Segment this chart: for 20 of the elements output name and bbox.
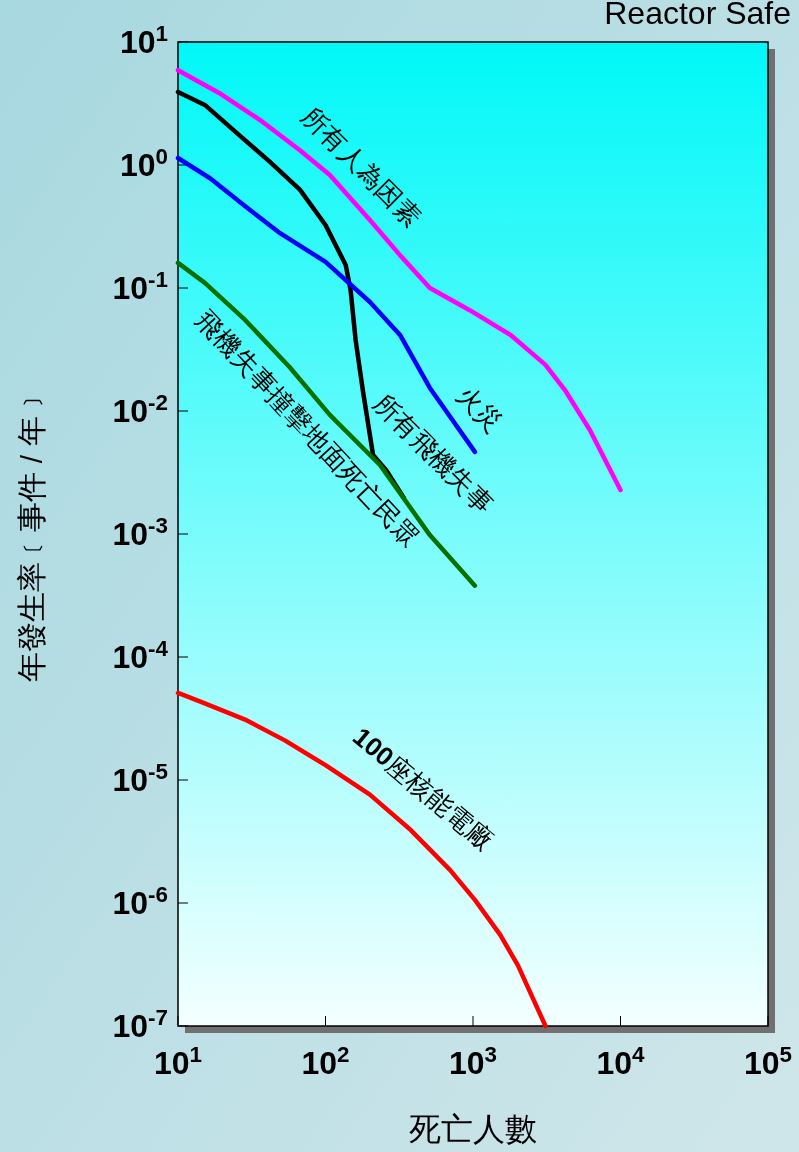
y-tick-label: 10$^{-3}$ (112, 512, 168, 552)
text: 100座核能電廠 (347, 721, 500, 856)
y-axis-title: 年發生率﹝事件 / 年﹞ (15, 386, 48, 682)
x-tick-label: 10$^{1}$ (153, 1041, 203, 1081)
x-tick-label: 10$^{3}$ (448, 1041, 498, 1081)
x-tick-label: 10$^{2}$ (301, 1041, 350, 1081)
y-tick-label: 10$^{0}$ (119, 143, 168, 183)
y-tick-label: 10$^{-7}$ (112, 1004, 168, 1044)
y-tick-label: 10$^{1}$ (119, 20, 168, 60)
chart-title: Reactor Safe (604, 0, 791, 31)
text: 火災 (450, 379, 509, 438)
y-tick-label: 10$^{-2}$ (112, 389, 168, 429)
y-tick-label: 10$^{-1}$ (112, 266, 168, 306)
y-tick-label: 10$^{-4}$ (112, 635, 169, 675)
x-axis-title: 死亡人數 (409, 1111, 537, 1147)
x-tick-label: 10$^{4}$ (596, 1041, 646, 1081)
text: 所有人為因素 (295, 100, 428, 233)
y-tick-label: 10$^{-6}$ (112, 881, 168, 921)
x-tick-label: 10$^{5}$ (743, 1041, 793, 1081)
y-tick-label: 10$^{-5}$ (112, 758, 168, 798)
